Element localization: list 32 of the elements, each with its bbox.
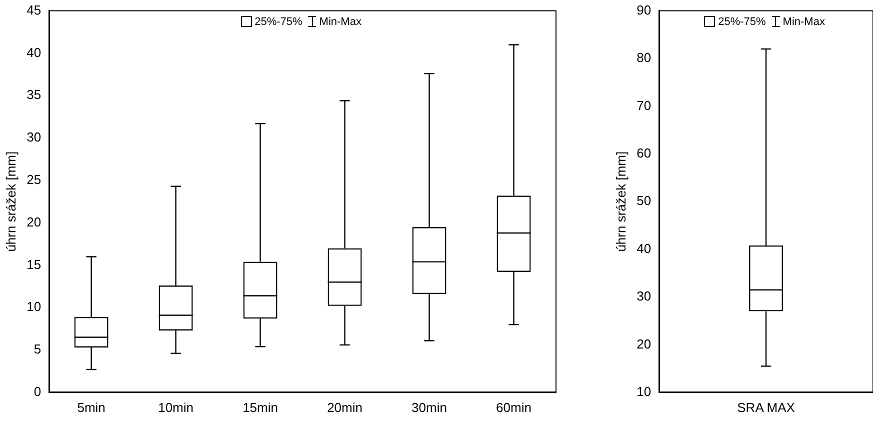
y-axis-title: úhrn srážek [mm] <box>3 151 18 252</box>
y-tick-label: 5 <box>34 342 42 357</box>
y-tick-label: 50 <box>636 193 652 208</box>
y-tick-label: 25 <box>26 172 42 187</box>
y-tick-label: 0 <box>34 384 42 399</box>
y-tick-label: 30 <box>636 288 652 304</box>
y-tick-label: 35 <box>26 87 42 102</box>
x-tick-label: 10min <box>158 400 194 415</box>
y-axis-title: úhrn srážek [mm] <box>613 151 628 252</box>
annotation: 25%-75% <box>254 16 302 28</box>
y-tick-label: 90 <box>636 2 652 18</box>
x-tick-label: 60min <box>496 400 532 415</box>
y-tick-label: 15 <box>26 256 42 272</box>
y-tick-label: 60 <box>636 145 652 160</box>
y-tick-label: 10 <box>636 384 652 399</box>
annotation: Min-Max <box>782 16 825 28</box>
y-tick-label: 10 <box>26 299 42 314</box>
y-tick-label: 45 <box>26 2 42 18</box>
annotation: 25%-75% <box>718 16 766 28</box>
y-tick-label: 20 <box>26 214 42 230</box>
y-tick-label: 70 <box>636 98 652 113</box>
x-tick-label: SRA MAX <box>737 400 796 415</box>
y-tick-label: 30 <box>26 130 42 145</box>
annotation: Min-Max <box>319 16 362 28</box>
y-tick-label: 40 <box>26 44 42 60</box>
x-tick-label: 15min <box>242 400 278 415</box>
x-tick-label: 30min <box>412 400 447 415</box>
x-tick-label: 5min <box>77 400 106 415</box>
y-tick-label: 20 <box>636 336 652 352</box>
y-tick-label: 80 <box>636 50 652 66</box>
y-tick-label: 40 <box>636 240 652 256</box>
x-tick-label: 20min <box>327 400 362 415</box>
